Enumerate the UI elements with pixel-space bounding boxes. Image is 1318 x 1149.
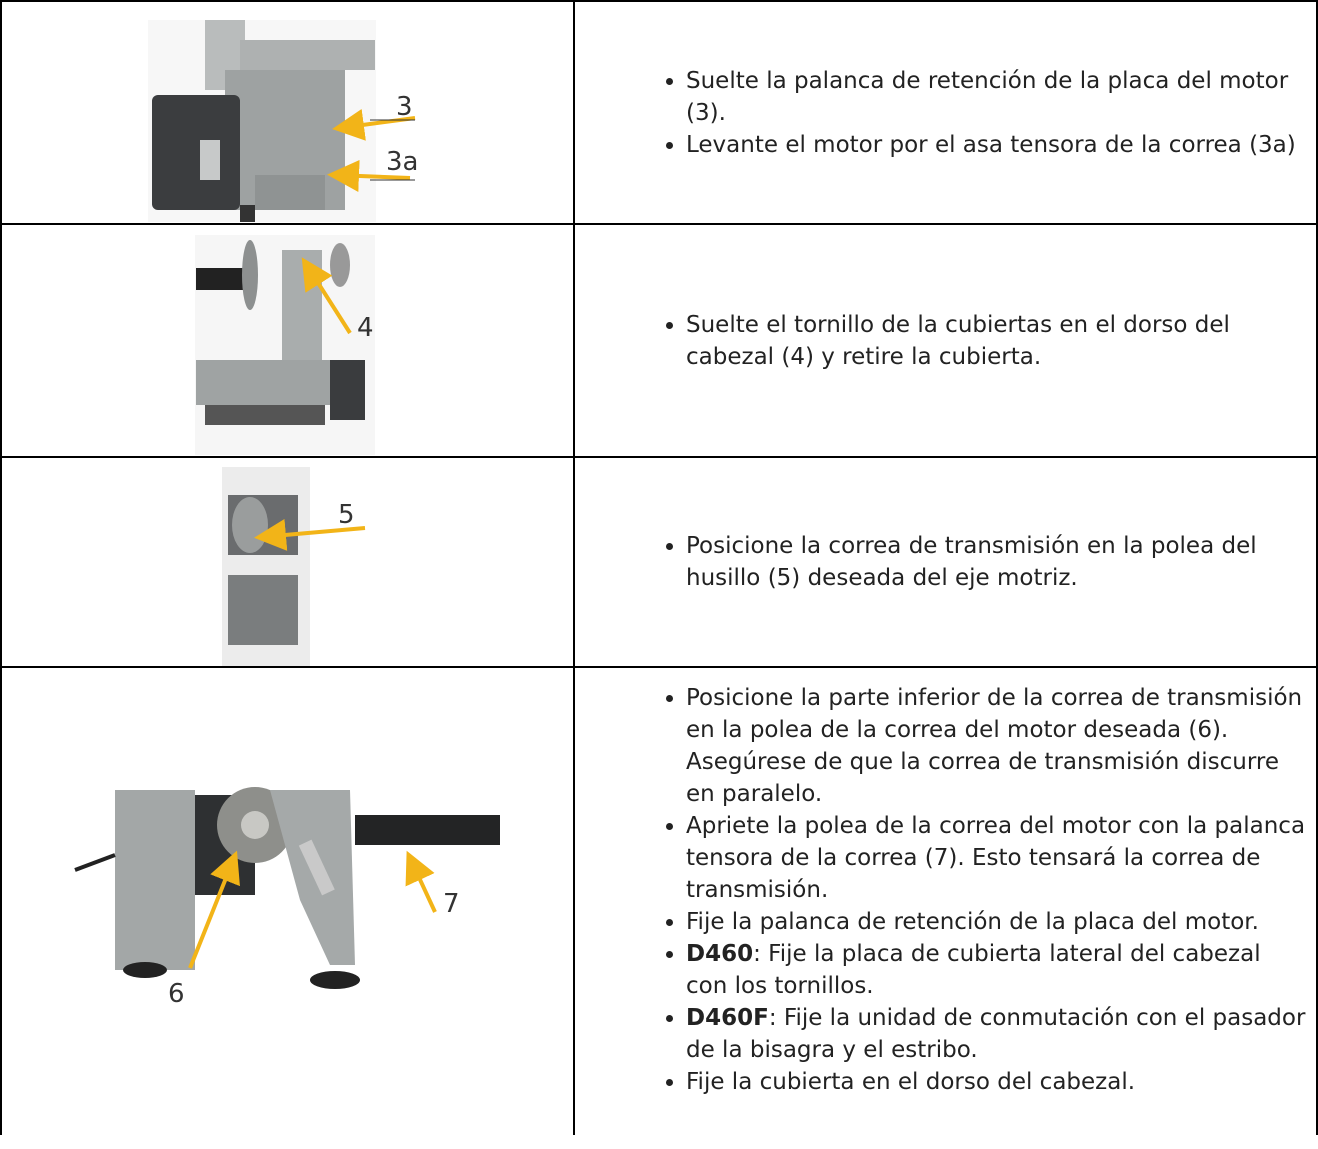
photo-motor-pulley: 6 7 xyxy=(74,787,500,1009)
illustrations: 3 3a 4 5 6 7 xyxy=(74,20,500,1009)
bullet-text: Apriete la polea de la correa del motor … xyxy=(686,813,1306,903)
bullet-text: Levante el motor por el asa tensora de l… xyxy=(686,131,1296,158)
bullet-item: Fije la palanca de retención de la placa… xyxy=(686,906,1306,938)
instruction-cell: Posicione la parte inferior de la correa… xyxy=(575,668,1315,1149)
table-border xyxy=(573,0,575,1135)
bullet-list: Posicione la parte inferior de la correa… xyxy=(575,682,1306,1098)
model-name: D460F xyxy=(686,1005,769,1031)
callout: 5 xyxy=(338,500,355,530)
bullet-item: Suelte el tornillo de la cubiertas en el… xyxy=(686,309,1306,373)
bullet-list: Posicione la correa de transmisión en la… xyxy=(575,530,1306,594)
bullet-text: : Fije la unidad de conmutación con el p… xyxy=(686,1005,1306,1063)
bullet-item: Fije la cubierta en el dorso del cabezal… xyxy=(686,1066,1306,1098)
table-border xyxy=(0,666,1318,668)
instruction-cell: Suelte el tornillo de la cubiertas en el… xyxy=(575,225,1315,456)
bullet-item: Posicione la correa de transmisión en la… xyxy=(686,530,1306,594)
table-border xyxy=(0,456,1318,458)
photo-motor: 3 3a xyxy=(148,20,418,222)
bullet-item: D460: Fije la placa de cubierta lateral … xyxy=(686,938,1306,1002)
table-border xyxy=(0,0,1318,2)
bullet-list: Suelte el tornillo de la cubiertas en el… xyxy=(575,309,1306,373)
instruction-cell: Posicione la correa de transmisión en la… xyxy=(575,458,1315,666)
table-border xyxy=(0,0,2,1135)
bullet-text: Fije la cubierta en el dorso del cabezal… xyxy=(686,1069,1136,1095)
callout: 4 xyxy=(357,313,374,343)
bullet-text: Suelte el tornillo de la cubiertas en el… xyxy=(686,311,1230,370)
bullet-text: : Fije la placa de cubierta lateral del … xyxy=(686,941,1261,999)
bullet-item: Suelte la palanca de retención de la pla… xyxy=(686,65,1306,129)
table-border xyxy=(0,223,1318,225)
bullet-text: Posicione la correa de transmisión en la… xyxy=(686,533,1257,591)
bullet-item: Apriete la polea de la correa del motor … xyxy=(686,810,1306,906)
table-border xyxy=(1316,0,1318,1135)
callout: 6 xyxy=(168,979,185,1009)
bullet-text: Suelte la palanca de retención de la pla… xyxy=(686,67,1289,126)
bullet-text: Fije la palanca de retención de la placa… xyxy=(686,909,1259,935)
callout: 3a xyxy=(386,147,418,177)
model-name: D460 xyxy=(686,941,754,967)
callout: 3 xyxy=(396,92,413,122)
bullet-item: Levante el motor por el asa tensora de l… xyxy=(686,129,1306,161)
callout: 7 xyxy=(443,889,460,919)
bullet-text: Posicione la parte inferior de la correa… xyxy=(686,685,1303,807)
bullet-item: Posicione la parte inferior de la correa… xyxy=(686,682,1306,810)
bullet-item: D460F: Fije la unidad de conmutación con… xyxy=(686,1002,1306,1066)
photo-headstock: 4 xyxy=(195,235,375,455)
instruction-cell: Suelte la palanca de retención de la pla… xyxy=(575,2,1315,223)
bullet-list: Suelte la palanca de retención de la pla… xyxy=(575,65,1306,161)
photo-spindle-pulley: 5 xyxy=(222,467,366,667)
